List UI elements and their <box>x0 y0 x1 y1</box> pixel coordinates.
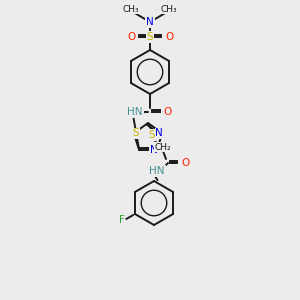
Text: CH₂: CH₂ <box>155 142 171 152</box>
Text: S: S <box>149 130 155 140</box>
Text: O: O <box>127 32 135 42</box>
Text: S: S <box>132 128 139 138</box>
Text: N: N <box>155 128 163 138</box>
Text: CH₃: CH₃ <box>123 4 139 14</box>
Text: HN: HN <box>127 107 143 117</box>
Text: S: S <box>147 32 153 42</box>
Text: HN: HN <box>149 166 165 176</box>
Text: O: O <box>181 158 189 168</box>
Text: CH₃: CH₃ <box>161 4 177 14</box>
Text: O: O <box>165 32 173 42</box>
Text: N: N <box>150 145 158 155</box>
Text: O: O <box>164 107 172 117</box>
Text: F: F <box>118 215 124 225</box>
Text: N: N <box>146 17 154 27</box>
